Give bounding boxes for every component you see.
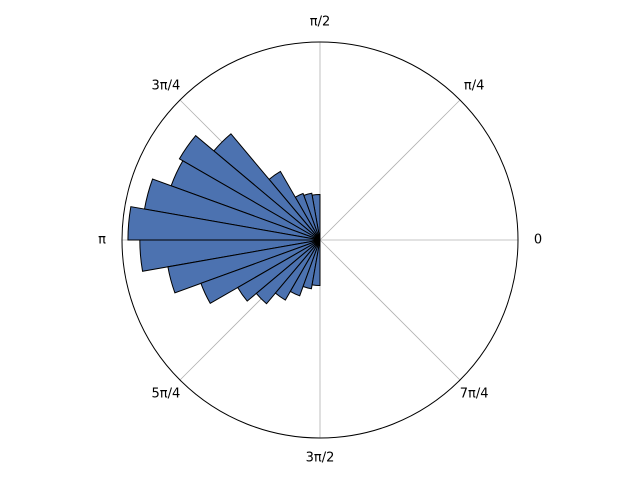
x-tick-label: 5π/4 <box>151 387 180 402</box>
x-tick-label: π/4 <box>464 78 484 93</box>
x-tick-label: 3π/2 <box>306 451 335 466</box>
x-tick-label: 7π/4 <box>460 387 489 402</box>
x-tick-label: 0 <box>534 233 542 248</box>
x-tick-label: π <box>98 233 106 248</box>
x-tick-label: π/2 <box>310 15 330 30</box>
x-tick-label: 3π/4 <box>151 78 180 93</box>
